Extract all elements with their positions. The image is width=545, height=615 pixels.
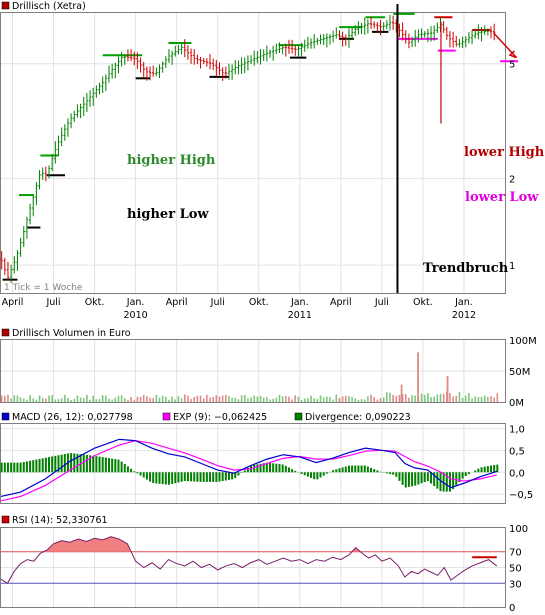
macd-lines (0, 438, 497, 502)
legend-swatch-volume (1, 328, 10, 337)
breakdown-arrow-head (508, 50, 517, 59)
legend-swatch-rsi (1, 515, 10, 524)
legend-swatch-exp (162, 412, 171, 421)
legend-exp: EXP (9): −0,062425 (173, 412, 267, 423)
rsi-overbought-fill (43, 536, 361, 552)
volume-y-tick-label: 100M (509, 336, 537, 347)
rsi-y-axis: 100 70 50 30 0 (509, 524, 528, 614)
price-x-tick-label: Jan. (454, 297, 473, 308)
divergence-histogram (0, 453, 499, 492)
price-x-tick-label: Juli (45, 297, 60, 308)
exp-line (0, 440, 497, 502)
rsi-y-tick-label: 70 (509, 548, 522, 559)
rsi-y-tick-label: 100 (509, 524, 528, 535)
annotation-higher-low: higher Low (127, 207, 209, 222)
legend-swatch-divergence (294, 412, 303, 421)
volume-panel-title: Drillisch Volumen in Euro (12, 328, 131, 339)
annotation-trendbruch: Trendbruch (423, 261, 509, 276)
legend-divergence: Divergence: 0,090223 (305, 412, 411, 423)
price-gridlines (1, 13, 505, 293)
price-x-tick-label: Okt. (413, 297, 433, 308)
volume-bars (0, 352, 499, 402)
price-year-label: 2012 (452, 310, 476, 321)
rsi-overbought-area (43, 536, 132, 552)
annotation-lower-high: lower High (464, 145, 545, 160)
tick-note: 1 Tick = 1 Woche (4, 283, 83, 293)
macd-line (0, 438, 497, 498)
macd-y-tick-label: 1,0 (509, 424, 525, 435)
macd-y-axis: 1,0 0,5 0,0 −0,5 (509, 424, 533, 501)
volume-y-tick-label: 50M (509, 367, 530, 378)
macd-panel: MACD (26, 12): 0,027798 EXP (9): −0,0624… (0, 412, 533, 504)
rsi-line (0, 536, 498, 584)
price-x-axis: April Juli Okt. Jan. April Juli Okt. Jan. April J… (2, 297, 476, 321)
rsi-overbought-area (351, 547, 361, 552)
annotation-lower-low: lower Low (465, 190, 539, 205)
legend-swatch-price (1, 1, 10, 10)
price-candles (0, 14, 496, 284)
price-panel-frame (0, 12, 506, 294)
price-x-tick-label: April (330, 297, 352, 308)
price-year-label: 2011 (288, 310, 312, 321)
rsi-y-tick-label: 0 (509, 603, 515, 611)
annotation-higher-high: higher High (127, 153, 216, 168)
price-y-axis: 5 2 1 (509, 60, 515, 272)
volume-y-tick-label: 0M (509, 398, 524, 409)
macd-y-tick-label: 0,5 (509, 446, 525, 457)
price-x-tick-label: Okt. (85, 297, 105, 308)
price-x-tick-label: Juli (210, 297, 225, 308)
rsi-y-tick-label: 30 (509, 579, 522, 590)
macd-y-tick-label: −0,5 (509, 490, 533, 501)
legend-swatch-macd (1, 412, 10, 421)
price-panel: Drillisch (Xetra) 1 Tick = 1 Woche highe… (0, 1, 545, 321)
rsi-panel: RSI (14): 52,330761 100 70 50 30 0 (0, 515, 528, 614)
legend-rsi: RSI (14): 52,330761 (12, 515, 108, 526)
price-year-label: 2010 (124, 310, 148, 321)
rsi-gridlines (1, 528, 505, 607)
price-x-tick-label: Jan. (126, 297, 145, 308)
volume-y-axis: 100M 50M 0M (509, 336, 537, 409)
macd-y-tick-label: 0,0 (509, 468, 525, 479)
rsi-y-tick-label: 50 (509, 564, 522, 575)
price-y-tick-label: 1 (509, 261, 515, 272)
price-x-tick-label: April (166, 297, 188, 308)
price-x-tick-label: Jan. (290, 297, 309, 308)
price-x-tick-label: Juli (374, 297, 389, 308)
legend-macd: MACD (26, 12): 0,027798 (12, 412, 133, 423)
price-x-tick-label: April (2, 297, 24, 308)
price-y-tick-label: 5 (509, 60, 515, 71)
rsi-lines (0, 536, 498, 584)
volume-panel: Drillisch Volumen in Euro 100M 50M 0M (0, 328, 537, 409)
price-panel-title: Drillisch (Xetra) (12, 1, 86, 12)
macd-panel-frame (0, 423, 506, 504)
volume-gridlines (1, 340, 505, 402)
price-x-tick-label: Okt. (249, 297, 269, 308)
price-y-tick-label: 2 (509, 174, 515, 185)
